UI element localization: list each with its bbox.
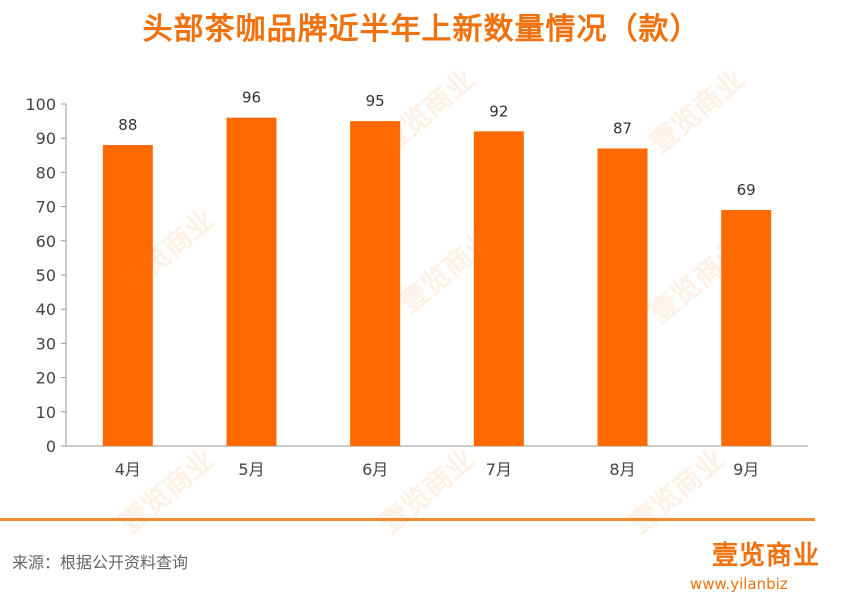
x-tick-label: 6月 xyxy=(362,460,388,479)
y-tick-label: 70 xyxy=(36,198,56,217)
y-tick-label: 60 xyxy=(36,232,56,251)
bar-chart: 0 10 20 30 40 50 60 70 80 90 100 88 4月 96 5月 95 6月 92 7月 87… xyxy=(25,89,808,479)
bar xyxy=(473,131,524,447)
bar-value-label: 92 xyxy=(489,102,508,120)
y-tick-label: 80 xyxy=(36,163,56,182)
chart-title: 头部茶咖品牌近半年上新数量情况（款） xyxy=(142,12,701,47)
y-tick-label: 10 xyxy=(36,403,56,422)
x-tick-label: 9月 xyxy=(733,460,759,479)
y-tick-label: 20 xyxy=(36,369,56,388)
brand-logo: 壹览商业 xyxy=(712,541,821,571)
y-tick-label: 90 xyxy=(36,129,56,148)
y-tick-label: 30 xyxy=(36,334,56,353)
source-note: 来源：根据公开资料查询 xyxy=(12,553,189,572)
bar xyxy=(350,121,401,446)
y-tick-label: 40 xyxy=(36,300,56,319)
bar xyxy=(226,117,277,447)
y-tick-label: 50 xyxy=(36,266,56,285)
bar xyxy=(597,148,648,446)
y-tick-label: 0 xyxy=(46,437,56,456)
x-tick-label: 5月 xyxy=(238,460,264,479)
bar-value-label: 88 xyxy=(118,116,137,134)
x-tick-label: 4月 xyxy=(115,460,141,479)
bar xyxy=(721,210,772,446)
x-tick-label: 7月 xyxy=(486,460,512,479)
bar-value-label: 96 xyxy=(242,89,261,107)
bar-value-label: 95 xyxy=(366,92,385,110)
y-tick-label: 100 xyxy=(25,95,56,114)
bar-value-label: 69 xyxy=(737,181,756,199)
footer-divider xyxy=(0,518,815,521)
x-tick-label: 8月 xyxy=(609,460,635,479)
brand-url: www.yilanbiz xyxy=(690,575,788,593)
bar-value-label: 87 xyxy=(613,119,632,137)
bar xyxy=(102,145,153,447)
